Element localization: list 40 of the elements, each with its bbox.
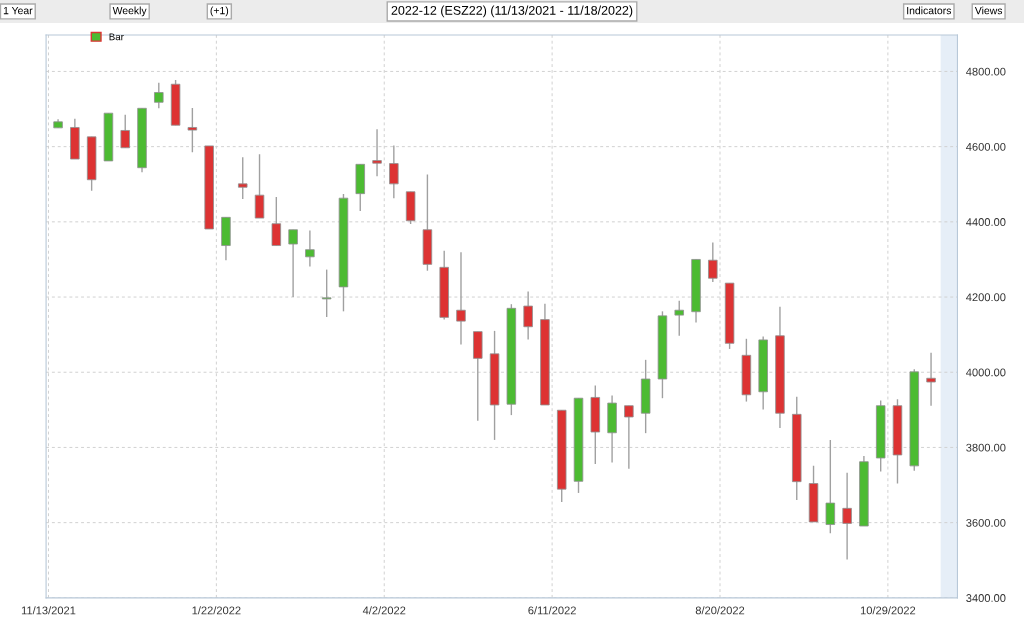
candlestick — [456, 251, 466, 346]
text: Indicators — [907, 6, 952, 15]
text: Weekly — [112, 6, 147, 17]
x-tick-label: 1/22/2022 — [192, 606, 241, 615]
candlestick — [674, 300, 684, 337]
y-tick-label: 4200.00 — [966, 293, 1006, 302]
y-tick-label: 4600.00 — [966, 142, 1006, 151]
chart-title: 2022-12 (ESZ22) (11/13/2021 - 11/18/2022) — [391, 5, 633, 18]
candlestick — [523, 290, 533, 341]
legend-label: Bar — [109, 33, 124, 41]
y-tick-label: 4400.00 — [966, 218, 1006, 226]
candlestick — [624, 405, 634, 470]
y-tick-label: 3600.00 — [966, 518, 1006, 527]
candlestick — [321, 268, 332, 318]
y-tick-label: 3800.00 — [966, 443, 1006, 452]
x-tick-label: 6/11/2022 — [528, 606, 576, 615]
x-tick-label: 11/13/2021 — [21, 606, 76, 615]
text: 1 Year — [3, 6, 33, 15]
x-tick-label: 10/29/2022 — [860, 606, 916, 615]
candlestick — [238, 156, 248, 200]
candlestick — [271, 196, 282, 247]
candlestick — [825, 439, 836, 534]
x-tick-label: 4/2/2022 — [362, 606, 406, 615]
candlestick — [926, 351, 936, 407]
candlestick — [372, 128, 382, 178]
candlestick — [305, 229, 315, 268]
candlestick — [120, 113, 130, 149]
text: Views — [974, 6, 1003, 15]
y-tick-label: 4000.00 — [966, 368, 1006, 377]
candlestick — [187, 107, 198, 153]
candlestick — [389, 144, 399, 199]
y-tick-label: 3400.00 — [966, 594, 1006, 602]
candlestick — [842, 471, 852, 561]
candlestick — [288, 229, 298, 298]
x-tick-label: 8/20/2022 — [695, 606, 745, 615]
text: (+1) — [210, 6, 229, 17]
y-tick-label: 4800.00 — [966, 67, 1006, 76]
candlestick — [254, 153, 265, 219]
candlestick — [154, 82, 164, 109]
candlestick — [708, 241, 718, 283]
